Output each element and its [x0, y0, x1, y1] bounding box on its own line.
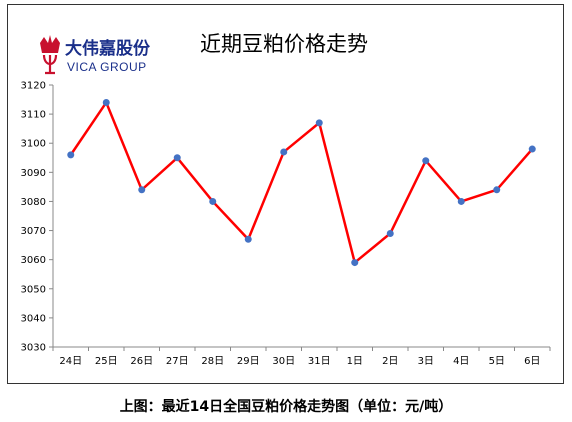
x-tick-label: 30日 — [272, 356, 295, 367]
logo-name-en: VICA GROUP — [67, 60, 147, 74]
x-tick-label: 28日 — [201, 356, 224, 367]
x-tick-label: 2日 — [382, 356, 398, 367]
x-tick-label: 24日 — [59, 356, 82, 367]
x-tick-label: 25日 — [95, 356, 118, 367]
y-tick-label: 3100 — [21, 139, 46, 150]
y-tick-label: 3120 — [21, 81, 46, 92]
y-tick-label: 3080 — [21, 197, 46, 208]
y-tick-label: 3110 — [21, 110, 46, 121]
data-point — [315, 119, 323, 127]
x-tick-label: 26日 — [130, 356, 153, 367]
chart-caption: 上图：最近14日全国豆粕价格走势图（单位：元/吨） — [119, 399, 453, 415]
x-tick-label: 29日 — [237, 356, 260, 367]
data-point — [102, 98, 110, 106]
data-point — [528, 145, 536, 153]
data-point — [493, 186, 501, 194]
y-tick-label: 3030 — [21, 343, 46, 354]
x-tick-label: 4日 — [453, 356, 469, 367]
x-tick-label: 27日 — [166, 356, 189, 367]
crown-logo-icon — [40, 35, 60, 75]
x-tick-label: 1日 — [347, 356, 363, 367]
chart-frame — [7, 4, 564, 384]
data-point — [138, 186, 146, 194]
y-tick-label: 3090 — [21, 168, 46, 179]
data-point — [244, 235, 252, 243]
price-series-line — [69, 99, 534, 265]
y-tick-label: 3060 — [21, 255, 46, 266]
data-point — [280, 148, 288, 156]
y-tick-label: 3070 — [21, 226, 46, 237]
chart-title: 近期豆粕价格走势 — [200, 32, 368, 56]
data-point — [209, 197, 217, 205]
y-tick-label: 3040 — [21, 313, 46, 324]
y-tick-label: 3050 — [21, 284, 46, 295]
data-point — [67, 151, 75, 159]
x-tick-label: 5日 — [489, 356, 505, 367]
data-point — [351, 259, 359, 267]
data-point — [422, 157, 430, 165]
logo-name-cn: 大伟嘉股份 — [65, 39, 150, 59]
data-point — [457, 197, 465, 205]
x-tick-label: 6日 — [524, 356, 540, 367]
company-logo: 大伟嘉股份 VICA GROUP — [36, 33, 166, 81]
x-tick-label: 3日 — [418, 356, 434, 367]
data-point — [173, 154, 181, 162]
x-tick-label: 31日 — [308, 356, 331, 367]
data-point — [386, 229, 394, 237]
